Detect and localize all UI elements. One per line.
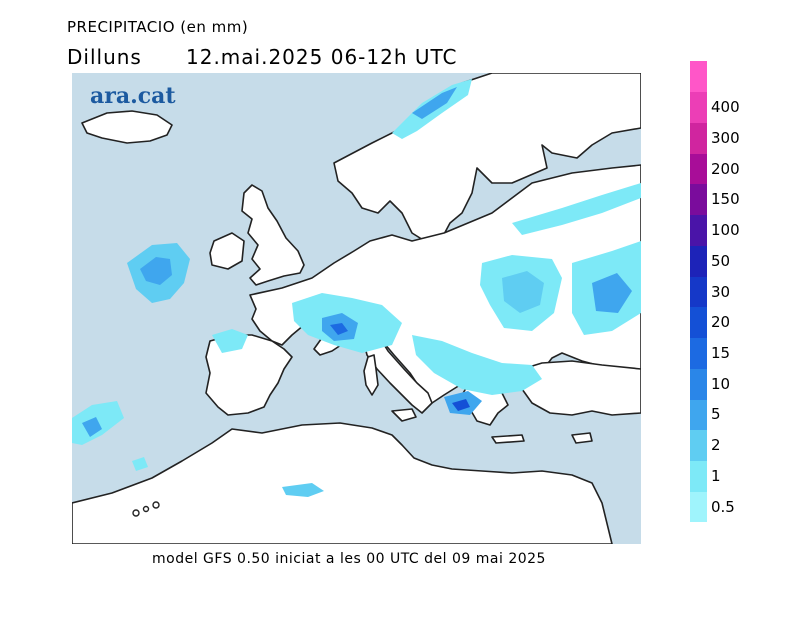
legend-label: 2 <box>711 436 721 455</box>
map-subtitle: Dilluns 12.mai.2025 06-12h UTC <box>67 45 458 69</box>
iberia <box>205 334 293 416</box>
legend-swatch <box>690 368 707 400</box>
legend-label: 5 <box>711 405 721 424</box>
precip-central-core <box>502 271 544 313</box>
legend-swatch <box>690 399 707 431</box>
precip-balkans <box>412 335 542 395</box>
legend-swatch <box>690 153 707 185</box>
legend-label: 300 <box>711 128 740 147</box>
turkey <box>515 360 641 416</box>
legend-swatch <box>690 245 707 277</box>
north-africa <box>72 422 613 544</box>
legend-swatch <box>690 122 707 154</box>
iceland <box>81 110 173 144</box>
precip-sahara <box>282 483 324 497</box>
precip-russia <box>512 183 641 235</box>
color-legend: 0.5 1 2 5 10 15 20 30 50 100 150 200 300 400 <box>690 61 740 523</box>
legend-label: 150 <box>711 190 740 209</box>
precip-canary <box>132 457 148 471</box>
sicily <box>391 408 417 422</box>
date-label: 12.mai.2025 <box>186 45 324 69</box>
legend-swatch <box>690 460 707 492</box>
italy <box>361 334 433 414</box>
legend-label: 10 <box>711 374 731 393</box>
legend-label: 100 <box>711 221 740 240</box>
ireland <box>209 232 245 270</box>
legend-label: 400 <box>711 98 740 117</box>
model-info-footer: model GFS 0.50 iniciat a les 00 UTC del … <box>152 551 546 567</box>
precipitation <box>72 79 641 497</box>
legend-swatch <box>690 337 707 369</box>
period-label: 06-12h UTC <box>330 45 458 69</box>
legend-label: 50 <box>711 251 731 270</box>
ara-cat-logo[interactable]: ara.cat <box>90 83 176 109</box>
precip-greece-heavy <box>452 399 470 411</box>
legend-label: 200 <box>711 159 740 178</box>
precip-spain <box>212 329 248 353</box>
legend-swatch <box>690 61 707 93</box>
legend-swatch <box>690 306 707 339</box>
legend-swatch <box>690 491 707 523</box>
legend-label: 20 <box>711 313 731 332</box>
legend-label: 15 <box>711 343 731 362</box>
precip-east-core <box>592 273 632 313</box>
legend-swatch <box>690 276 707 308</box>
day-label: Dilluns <box>67 45 142 69</box>
legend-label: 30 <box>711 282 731 301</box>
map-title: PRECIPITACIO (en mm) <box>67 18 249 36</box>
corsica-sardinia <box>363 354 379 396</box>
scandinavia <box>333 73 641 244</box>
legend-label: 1 <box>711 466 721 485</box>
map-canvas <box>72 73 641 544</box>
legend-swatch <box>690 91 707 123</box>
legend-label: 0.5 <box>711 497 735 516</box>
legend-swatch <box>690 429 707 462</box>
canary-islands <box>132 501 160 517</box>
precipitation-map: ara.cat <box>72 73 641 544</box>
legend-swatch <box>690 183 707 216</box>
legend-swatch <box>690 214 707 246</box>
precip-atlantic-core <box>140 257 172 285</box>
precip-norway-core <box>412 87 457 119</box>
precip-west-core <box>82 417 102 437</box>
great-britain <box>241 184 305 286</box>
precip-alps-heavy <box>330 323 348 335</box>
cyprus <box>571 432 593 444</box>
crete <box>491 434 525 444</box>
